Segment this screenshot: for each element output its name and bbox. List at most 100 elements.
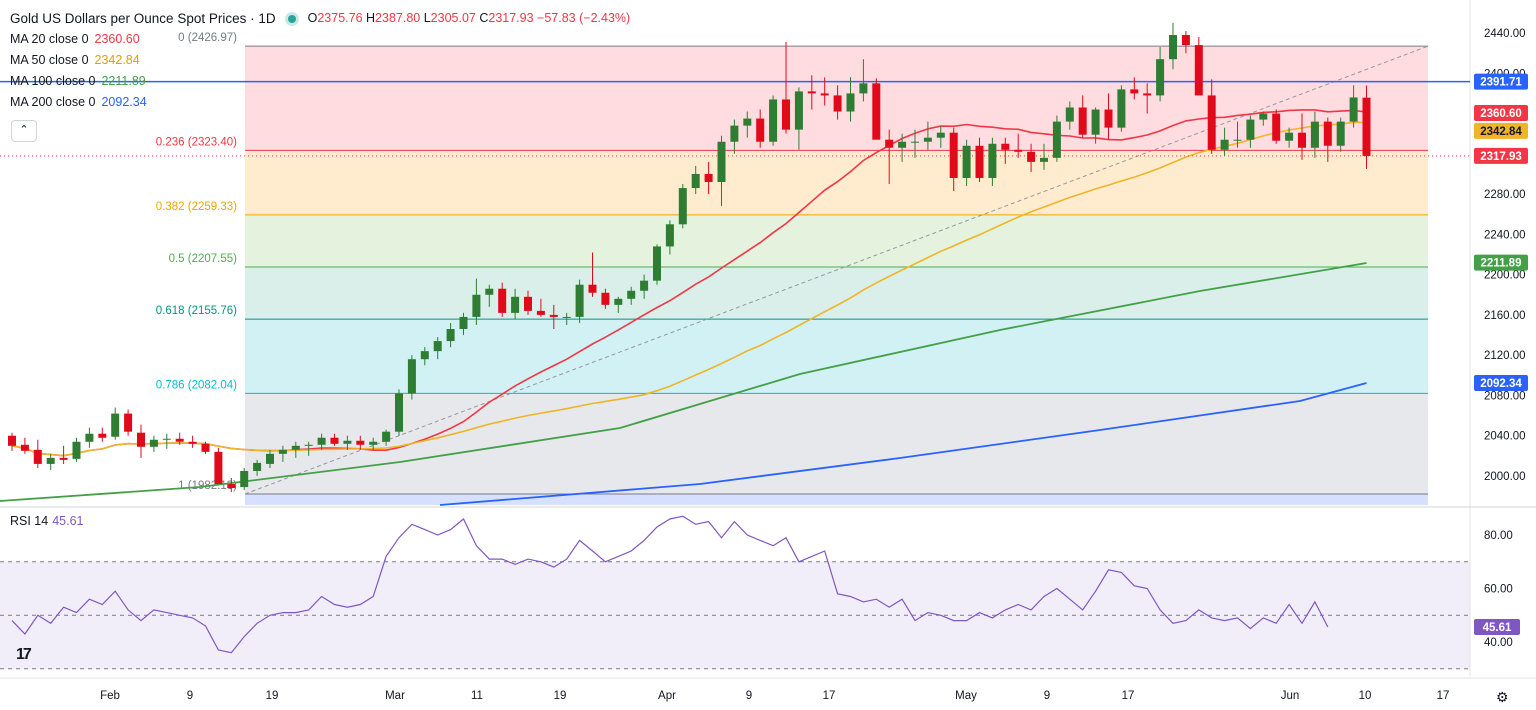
x-tick-label: Mar	[385, 690, 405, 702]
y-tick-label: 2160.00	[1484, 310, 1526, 322]
candle-body	[382, 431, 391, 442]
candle-body	[1298, 132, 1306, 148]
price-tag	[1474, 254, 1528, 271]
price-chart[interactable]: 0 (2426.97) 0.236 (2323.40) 0.382 (2259.33…	[0, 0, 1536, 508]
candle	[911, 129, 919, 158]
candle-body	[1169, 35, 1177, 60]
indicator-ma20[interactable]: MA 20 close 0 2360.60	[10, 32, 140, 46]
candle-body	[137, 432, 145, 447]
candle-body	[291, 445, 300, 450]
candle	[975, 137, 984, 183]
candle	[1272, 109, 1281, 144]
candle-body	[949, 132, 958, 178]
price-tag	[1474, 73, 1528, 90]
candle-body	[433, 341, 442, 352]
rsi-chart[interactable]: 40.00 60.00 80.00 45.61 Feb 9 19 Mar 11 19 Apr 9 17 M…	[0, 508, 1536, 710]
rsi-tag-label: 45.61	[1483, 622, 1512, 634]
candle	[1298, 113, 1306, 160]
candle-body	[846, 93, 855, 112]
candle	[149, 435, 158, 452]
candle	[214, 447, 223, 485]
x-tick-label: 9	[1044, 690, 1050, 702]
x-tick-label: 19	[266, 690, 279, 702]
candle	[1143, 83, 1152, 114]
fib-level-label: 0.382 (2259.33)	[156, 201, 237, 213]
candle-body	[562, 316, 571, 318]
candle	[627, 286, 636, 305]
candle	[511, 288, 520, 319]
candle	[343, 435, 352, 450]
candle-body	[33, 449, 42, 464]
candle-body	[1040, 157, 1048, 162]
candle	[1078, 95, 1087, 138]
symbol-title[interactable]: Gold US Dollars per Ounce Spot Prices · …	[10, 11, 276, 26]
candle	[807, 75, 816, 110]
candle	[278, 445, 287, 462]
candle	[356, 435, 365, 450]
candle	[1194, 37, 1203, 96]
candle	[1052, 115, 1061, 162]
fib-level-label: 0.618 (2155.76)	[156, 305, 237, 317]
gear-icon[interactable]: ⚙	[1496, 689, 1509, 705]
candle-body	[304, 444, 313, 446]
collapse-legend-button[interactable]: ⌃	[11, 120, 37, 142]
candle	[717, 135, 726, 207]
price-tag-label: 2317.93	[1480, 151, 1522, 163]
price-tag	[1474, 147, 1528, 164]
x-tick-label: May	[955, 690, 977, 702]
candle-body	[59, 457, 68, 460]
candle-body	[1207, 95, 1216, 150]
indicator-ma100[interactable]: MA 100 close 0 2211.89	[10, 74, 146, 88]
candle-body	[472, 294, 481, 317]
candle	[1130, 77, 1139, 100]
trend-line	[244, 45, 1429, 495]
candle	[756, 109, 765, 148]
candle	[175, 432, 184, 445]
candle-body	[704, 173, 713, 183]
candle-body	[498, 288, 507, 313]
x-tick-label: 9	[187, 690, 193, 702]
rsi-tag	[1474, 618, 1520, 635]
candle-body	[962, 145, 971, 178]
candle	[446, 322, 455, 348]
chart-legend: Gold US Dollars per Ounce Spot Prices · …	[10, 8, 630, 113]
fib-level-label: 0.236 (2323.40)	[156, 136, 237, 148]
indicator-ma50[interactable]: MA 50 close 0 2342.84	[10, 53, 140, 67]
candle	[1027, 143, 1036, 172]
candle	[562, 312, 571, 325]
candle-body	[20, 444, 29, 451]
candle-body	[588, 284, 597, 293]
candle-body	[730, 125, 739, 142]
candle	[601, 288, 610, 309]
candle	[395, 389, 403, 436]
candle-body	[549, 314, 558, 317]
candle-body	[1156, 59, 1165, 96]
x-tick-label: 17	[1122, 690, 1135, 702]
candle-body	[988, 143, 997, 178]
candle-body	[1027, 151, 1036, 162]
fib-level-label: 0.786 (2082.04)	[156, 379, 237, 391]
candle-body	[162, 438, 171, 440]
candle-body	[1233, 139, 1242, 141]
rsi-legend[interactable]: RSI 14 45.61	[10, 514, 84, 528]
candle-body	[227, 484, 236, 489]
candle-body	[85, 433, 94, 442]
candle	[1323, 117, 1332, 162]
candle-body	[820, 93, 829, 96]
candle	[588, 252, 597, 297]
candle-body	[536, 310, 545, 315]
candle-body	[214, 451, 223, 485]
fib-zone	[245, 493, 1428, 505]
candle-body	[407, 359, 416, 394]
candle-body	[149, 439, 158, 447]
candle	[653, 244, 661, 285]
price-tag-label: 2360.60	[1480, 108, 1522, 120]
indicator-ma200[interactable]: MA 200 close 0 2092.34	[10, 95, 147, 109]
candle	[549, 304, 558, 330]
tradingview-logo-icon[interactable]: 17	[16, 646, 32, 663]
candle	[936, 125, 945, 148]
candle-body	[1336, 121, 1345, 146]
candle-body	[1272, 113, 1281, 141]
candle	[820, 77, 829, 106]
candle	[923, 121, 932, 150]
